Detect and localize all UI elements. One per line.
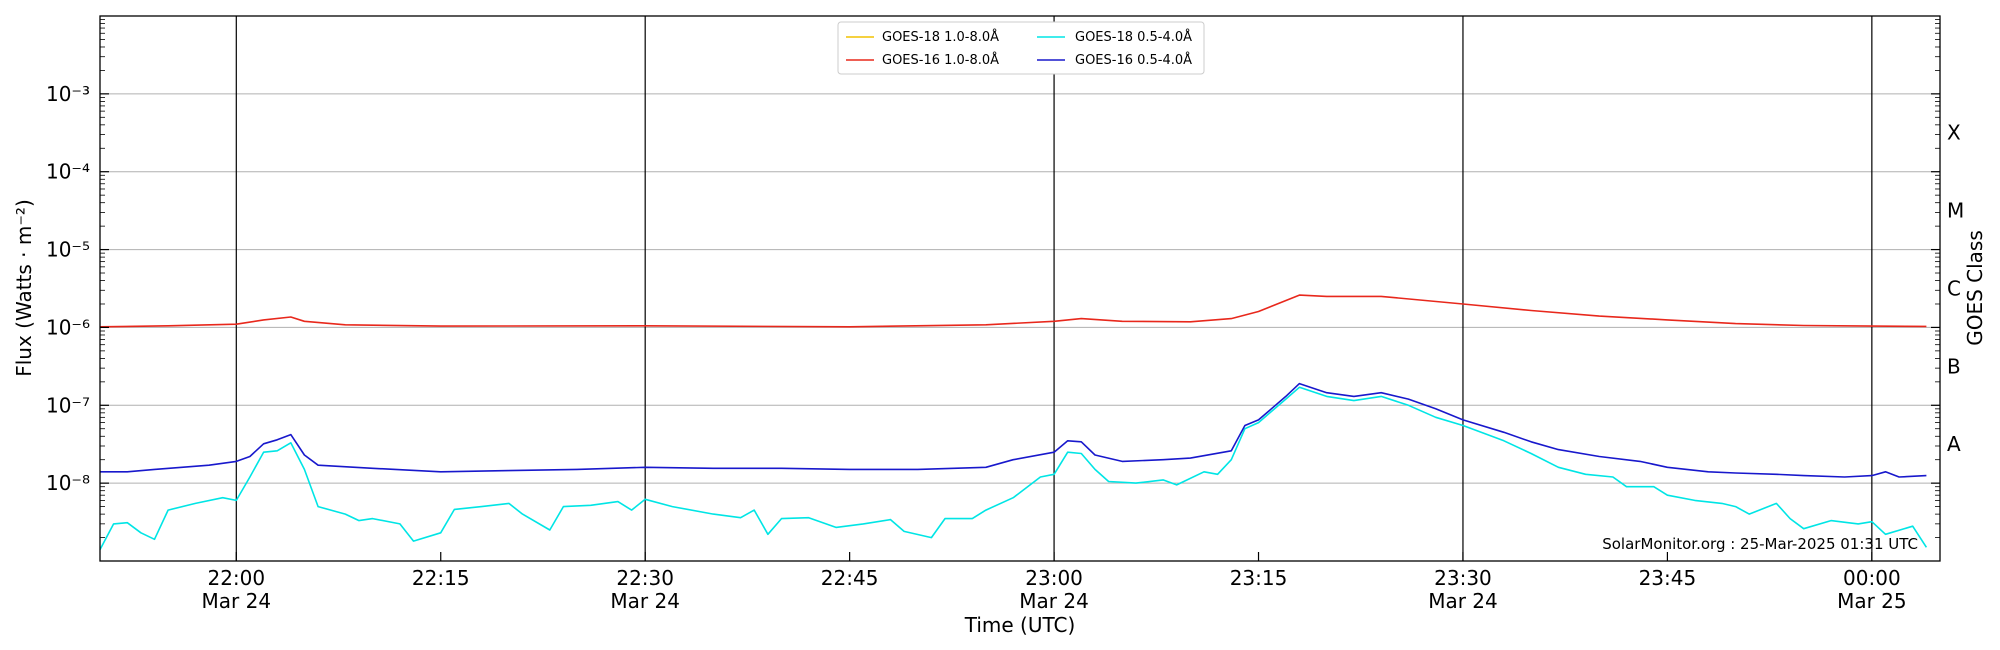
x-tick-label: 22:45 — [821, 566, 879, 590]
x-tick-label: 22:15 — [412, 566, 470, 590]
y-tick-label: 10⁻⁸ — [46, 471, 90, 495]
series-line-goes-16-0-5-4-0 — [100, 382, 1927, 478]
goes-class-axis-title: GOES Class — [1963, 230, 1987, 346]
goes-class-labels: A B C M X — [1947, 121, 1964, 456]
y-tick-label: 10⁻⁵ — [46, 238, 90, 262]
day-marker-lines — [235, 16, 1873, 561]
x-tick-date-label: Mar 24 — [1019, 589, 1089, 613]
y-tick-label: 10⁻⁷ — [46, 393, 90, 417]
x-tick-label: 22:00 — [207, 566, 265, 590]
y-tick-label: 10⁻⁴ — [46, 160, 90, 184]
x-tick-label: 23:15 — [1230, 566, 1288, 590]
x-tick-label: 23:30 — [1434, 566, 1492, 590]
legend-label-goes16-short: GOES-16 0.5-4.0Å — [1075, 52, 1192, 68]
series-layer — [99, 294, 1928, 550]
goes-class-label-b: B — [1947, 354, 1961, 378]
x-tick-label: 23:45 — [1639, 566, 1697, 590]
goes-class-label-m: M — [1947, 199, 1964, 223]
goes-class-label-c: C — [1947, 276, 1961, 300]
series-line-goes-16-1-0-8-0 — [99, 294, 1927, 328]
x-axis-title: Time (UTC) — [964, 613, 1076, 637]
y-tick-label: 10⁻³ — [46, 82, 90, 106]
grid-layer — [100, 93, 1940, 484]
x-tick-label: 22:30 — [616, 566, 674, 590]
series-line-goes-18-0-5-4-0 — [99, 386, 1928, 550]
y-axis-title: Flux (Watts · m⁻²) — [12, 199, 36, 377]
x-tick-label: 00:00 — [1843, 566, 1901, 590]
y-axis-ticks: 10⁻⁸ 10⁻⁷ 10⁻⁶ 10⁻⁵ 10⁻⁴ 10⁻³ — [46, 19, 1940, 538]
legend-box — [837, 21, 1205, 75]
goes-class-label-a: A — [1947, 432, 1961, 456]
x-tick-date-label: Mar 25 — [1837, 589, 1907, 613]
goes-class-label-x: X — [1947, 121, 1961, 145]
legend-label-goes18-short: GOES-18 0.5-4.0Å — [1075, 29, 1192, 45]
x-tick-label: 23:00 — [1025, 566, 1083, 590]
x-tick-date-label: Mar 24 — [202, 589, 272, 613]
x-tick-date-label: Mar 24 — [1428, 589, 1498, 613]
x-tick-date-label: Mar 24 — [610, 589, 680, 613]
legend-label-goes18-long: GOES-18 1.0-8.0Å — [882, 29, 999, 45]
legend-label-goes16-long: GOES-16 1.0-8.0Å — [882, 52, 999, 68]
plot-frame — [99, 15, 1941, 562]
legend: GOES-18 1.0-8.0Å GOES-16 1.0-8.0Å GOES-1… — [837, 21, 1205, 75]
source-annotation: SolarMonitor.org : 25-Mar-2025 01:31 UTC — [1602, 535, 1918, 553]
y-tick-label: 10⁻⁶ — [46, 315, 90, 339]
